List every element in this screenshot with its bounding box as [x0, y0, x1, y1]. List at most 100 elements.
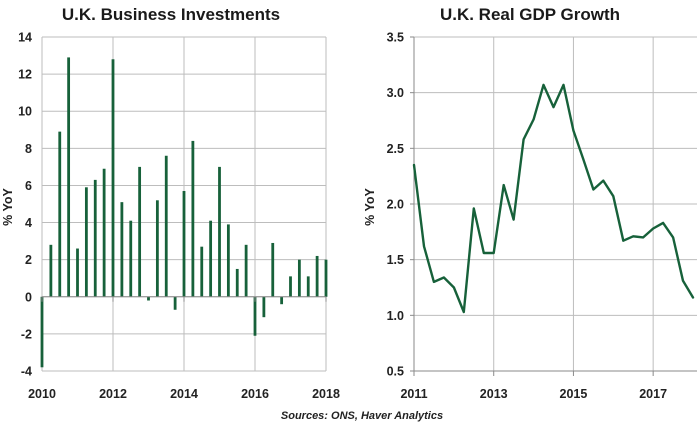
gdp-point [602, 179, 605, 182]
gdp-gridlines [414, 36, 697, 372]
investment-y-tick-label: 2 [25, 253, 32, 267]
gdp-chart-title: U.K. Real GDP Growth [440, 5, 620, 24]
gdp-point [512, 218, 515, 221]
gdp-point [582, 158, 585, 161]
gdp-y-tick-label: 1.5 [387, 253, 404, 267]
gdp-point [413, 164, 415, 166]
gdp-point [692, 296, 694, 299]
investment-y-tick-labels: -4 -2 0 2 4 6 8 10 12 14 [18, 31, 32, 379]
gdp-point [492, 252, 495, 254]
investment-bar [147, 296, 150, 301]
investment-bar [244, 244, 248, 297]
gdp-line-series [412, 83, 695, 314]
investment-bar [200, 246, 204, 297]
gdp-axes [410, 36, 697, 376]
investment-x-tick-label: 2014 [170, 387, 198, 401]
gdp-point [442, 276, 445, 279]
gdp-point [542, 83, 545, 86]
gdp-x-tick-label: 2015 [560, 387, 588, 401]
gdp-point [462, 311, 465, 313]
investment-bar [182, 191, 186, 297]
gdp-y-tick-label: 3.0 [387, 86, 404, 100]
gdp-point [642, 236, 645, 239]
investment-y-tick-label: -4 [21, 365, 32, 379]
gdp-point [482, 252, 485, 254]
investment-y-tick-label: 12 [18, 68, 32, 82]
investment-bar [76, 248, 79, 297]
gdp-y-tick-label: 0.5 [387, 365, 404, 379]
investment-bar [49, 244, 53, 297]
gdp-point [682, 279, 684, 282]
investment-y-tick-label: 6 [25, 179, 32, 193]
investment-bar [111, 59, 115, 297]
source-note: Sources: ONS, Haver Analytics [281, 410, 443, 422]
investment-y-tick-label: 8 [25, 142, 32, 156]
investment-bar [129, 220, 133, 297]
investment-bar [280, 296, 284, 305]
investment-x-tick-labels: 2010 2012 2014 2016 2018 [28, 387, 340, 401]
investment-bars [40, 57, 328, 368]
investment-bar [138, 166, 142, 297]
investment-bar [40, 296, 44, 368]
gdp-y-axis-label: % YoY [363, 187, 377, 225]
gdp-y-tick-labels: 0.5 1.0 1.5 2.0 2.5 3.0 3.5 [387, 31, 404, 379]
gdp-y-tick-label: 2.5 [387, 142, 404, 156]
investment-bar [226, 224, 230, 297]
gdp-x-tick-label: 2011 [400, 387, 427, 401]
gdp-y-tick-label: 2.0 [387, 198, 404, 212]
investment-y-tick-label: 4 [25, 216, 32, 230]
investment-bar [218, 166, 221, 297]
investment-x-tick-label: 2016 [241, 387, 269, 401]
gdp-point [632, 235, 635, 238]
gdp-point [672, 236, 674, 239]
investment-chart: U.K. Business Investments % YoY -4 -2 0 2 4 6… [1, 5, 340, 401]
investment-bar [173, 296, 177, 310]
gdp-point [532, 118, 535, 121]
gdp-chart: U.K. Real GDP Growth % YoY 0.5 1.0 1.5 2.0 2… [363, 5, 697, 401]
investment-bar [315, 255, 319, 297]
gdp-y-tick-label: 3.5 [387, 31, 404, 45]
investment-bar [155, 200, 159, 297]
investment-bar [84, 187, 88, 297]
gdp-point [612, 195, 615, 198]
investment-y-tick-label: -2 [21, 327, 32, 341]
gdp-point [433, 281, 435, 283]
gdp-point [622, 239, 625, 242]
gdp-y-tick-label: 1.0 [387, 309, 404, 323]
investment-bar [191, 140, 195, 297]
investment-bar [120, 202, 124, 297]
investment-x-tick-label: 2018 [312, 387, 340, 401]
gdp-x-tick-label: 2013 [480, 387, 508, 401]
investment-bar [67, 57, 71, 297]
gdp-point [522, 138, 525, 141]
investment-bar [58, 131, 62, 297]
investment-bar [289, 276, 292, 297]
gdp-point [502, 184, 505, 186]
investment-bar [93, 179, 97, 297]
investment-axes [41, 296, 327, 302]
investment-y-tick-label: 14 [18, 31, 32, 45]
gdp-line [412, 83, 695, 314]
investment-y-tick-label: 0 [25, 290, 32, 304]
investment-chart-title: U.K. Business Investments [62, 5, 280, 24]
gdp-point [552, 106, 555, 109]
gdp-point [652, 227, 655, 230]
gdp-point [562, 83, 565, 86]
investment-bar [164, 155, 168, 297]
gdp-x-tick-labels: 2011 2013 2015 2017 [400, 387, 667, 401]
gdp-point [592, 188, 595, 191]
investment-bar [262, 296, 266, 318]
gdp-point [662, 222, 665, 224]
investment-bar [306, 276, 310, 297]
gdp-point [423, 245, 425, 248]
gdp-point [452, 286, 455, 289]
investment-bar [235, 268, 239, 297]
gdp-point [572, 129, 575, 132]
gdp-x-tick-label: 2017 [639, 387, 667, 401]
investment-bar [324, 259, 328, 297]
investment-y-tick-label: 10 [18, 105, 32, 119]
investment-y-axis-label: % YoY [1, 187, 15, 225]
investment-bar [271, 242, 275, 297]
investment-x-tick-label: 2012 [99, 387, 127, 401]
